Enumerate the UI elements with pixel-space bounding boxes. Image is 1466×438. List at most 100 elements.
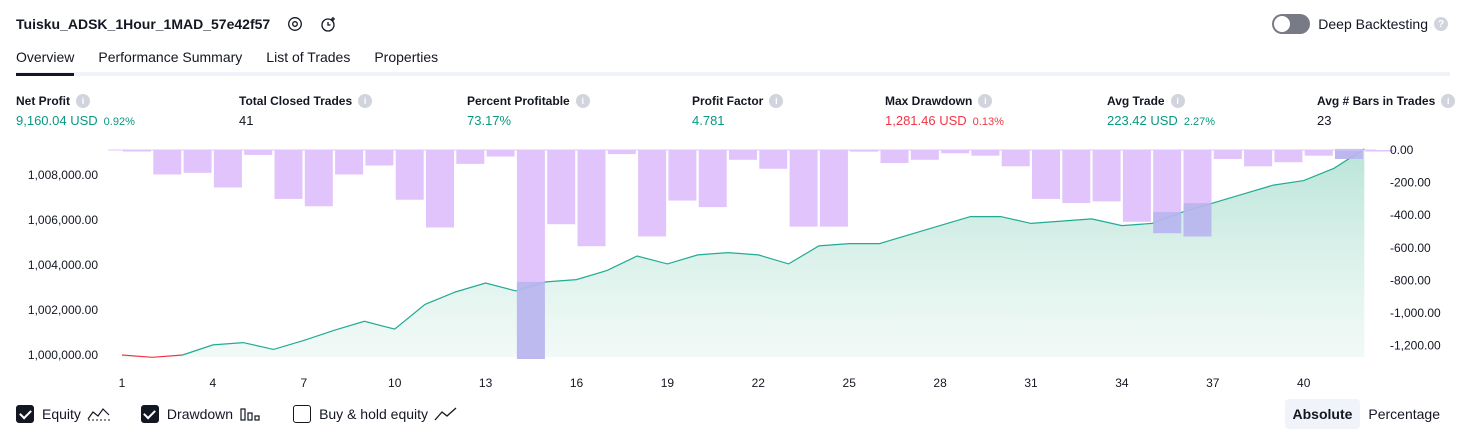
drawdown-bar — [1092, 150, 1121, 202]
absolute-button[interactable]: Absolute — [1284, 399, 1361, 429]
stat-label: Profit Factor — [692, 94, 764, 108]
x-tick-label: 25 — [843, 376, 857, 390]
x-tick-label: 13 — [479, 376, 493, 390]
stat-label: Total Closed Trades — [239, 94, 353, 108]
stat-profit-factor: Profit Factor i 4.781 — [692, 93, 784, 128]
drawdown-bar — [1122, 150, 1151, 222]
info-icon[interactable]: i — [978, 94, 993, 108]
drawdown-bar — [819, 150, 848, 227]
info-icon[interactable]: i — [575, 94, 590, 108]
legend-label: Buy & hold equity — [319, 406, 429, 422]
drawdown-checkbox[interactable] — [140, 405, 159, 423]
stat-max-drawdown: Max Drawdown i 1,281.46 USD 0.13% — [885, 93, 1004, 128]
stats-row: Net Profit i 9,160.04 USD 0.92% Total Clos… — [0, 93, 1466, 133]
stat-value: 9,160.04 USD — [16, 113, 98, 128]
tab-list-of-trades[interactable]: List of Trades — [266, 49, 351, 65]
stat-total-closed-trades: Total Closed Trades i 41 — [239, 93, 373, 128]
chart-legend: Equity Drawdown Buy & hold equity — [16, 402, 488, 426]
legend-equity[interactable]: Equity — [16, 405, 111, 423]
stat-value: 1,281.46 USD — [885, 113, 967, 128]
info-icon[interactable]: i — [76, 94, 90, 108]
info-icon[interactable]: i — [1170, 94, 1185, 108]
stat-value: 73.17% — [467, 113, 512, 128]
stat-percent: 0.92% — [103, 116, 135, 128]
x-tick-label: 10 — [388, 376, 402, 390]
display-mode-switch: Absolute Percentage — [1284, 399, 1449, 429]
percentage-button[interactable]: Percentage — [1368, 406, 1440, 422]
drawdown-bar — [729, 150, 757, 160]
drawdown-bar — [153, 150, 182, 175]
drawdown-bar — [426, 150, 454, 228]
drawdown-bar — [274, 150, 303, 199]
drawdown-bar — [1213, 150, 1242, 159]
stat-value: 41 — [239, 113, 254, 128]
drawdown-bar — [1365, 150, 1394, 152]
drawdown-bar — [183, 150, 212, 173]
drawdown-bar — [1304, 150, 1333, 156]
info-icon[interactable]: i — [769, 94, 784, 108]
drawdown-bar — [880, 150, 909, 164]
stat-value: 4.781 — [692, 113, 725, 128]
tab-bar: Overview Performance Summary List of Tra… — [16, 44, 1450, 76]
x-tick-label: 19 — [661, 376, 675, 390]
drawdown-tick-label: -800.00 — [1390, 273, 1431, 287]
drawdown-bar — [577, 150, 606, 247]
drawdown-tick-label: -1,200.00 — [1390, 339, 1441, 353]
equity-line-below — [121, 354, 183, 358]
drawdown-overlap-bar — [1183, 203, 1212, 237]
stat-label: Avg # Bars in Trades — [1317, 94, 1436, 108]
drawdown-bar — [1274, 150, 1303, 163]
equity-checkbox[interactable] — [16, 405, 34, 423]
x-tick-label: 34 — [1115, 376, 1129, 390]
drawdown-bars-icon — [240, 408, 260, 421]
stat-percent: 0.13% — [972, 116, 1004, 128]
x-tick-label: 4 — [210, 376, 217, 390]
stat-value: 23 — [1317, 113, 1332, 128]
equity-drawdown-chart: 1,000,000.00 1,002,000.00 1,004,000.00 1,00… — [28, 143, 1441, 390]
strategy-header: Tuisku_ADSK_1Hour_1MAD_57e42f57 — [16, 10, 338, 38]
stat-avg-bars: Avg # Bars in Trades i 23 — [1317, 93, 1456, 128]
legend-drawdown[interactable]: Drawdown — [140, 405, 263, 423]
info-icon[interactable]: i — [1441, 94, 1456, 108]
stat-percent-profitable: Percent Profitable i 73.17% — [467, 93, 590, 128]
drawdown-bar — [698, 150, 727, 208]
drawdown-bar — [1032, 150, 1060, 199]
drawdown-bar — [304, 150, 333, 207]
x-tick-label: 31 — [1024, 376, 1038, 390]
x-tick-label: 22 — [752, 376, 766, 390]
equity-tick-label: 1,008,000.00 — [28, 168, 98, 182]
x-tick-label: 37 — [1206, 376, 1220, 390]
settings-icon[interactable] — [286, 15, 304, 33]
toggle-knob — [1274, 16, 1291, 32]
tab-performance-summary[interactable]: Performance Summary — [98, 49, 243, 65]
drawdown-overlap-bar — [1153, 212, 1182, 234]
buy-hold-checkbox[interactable] — [293, 405, 312, 423]
equity-tick-label: 1,006,000.00 — [28, 213, 98, 227]
drawdown-bar — [668, 150, 697, 201]
tab-overview[interactable]: Overview — [16, 44, 75, 76]
drawdown-bar — [244, 150, 273, 155]
drawdown-bar — [123, 150, 151, 152]
equity-tick-label: 1,002,000.00 — [28, 303, 98, 317]
info-icon[interactable]: i — [358, 94, 373, 108]
drawdown-tick-label: -1,000.00 — [1390, 306, 1441, 320]
drawdown-tick-label: -600.00 — [1390, 241, 1431, 255]
legend-buy-hold[interactable]: Buy & hold equity — [293, 405, 458, 423]
x-tick-label: 40 — [1297, 376, 1311, 390]
add-alert-icon[interactable] — [320, 15, 338, 33]
drawdown-tick-label: -200.00 — [1390, 176, 1431, 190]
drawdown-overlap — [516, 148, 1363, 359]
tab-properties[interactable]: Properties — [374, 49, 439, 65]
drawdown-bar — [638, 150, 667, 237]
stat-label: Percent Profitable — [467, 94, 570, 108]
stat-label: Avg Trade — [1107, 94, 1165, 108]
stat-label: Net Profit — [16, 94, 70, 108]
help-icon[interactable]: ? — [1434, 17, 1448, 31]
legend-label: Drawdown — [166, 406, 234, 422]
drawdown-bar — [335, 150, 364, 175]
drawdown-bar — [395, 150, 424, 200]
stat-net-profit: Net Profit i 9,160.04 USD 0.92% — [16, 93, 135, 128]
drawdown-bar — [607, 150, 636, 155]
deep-backtesting-toggle[interactable] — [1272, 14, 1311, 34]
chart-axes: 1,000,000.00 1,002,000.00 1,004,000.00 1,00… — [28, 143, 1441, 390]
